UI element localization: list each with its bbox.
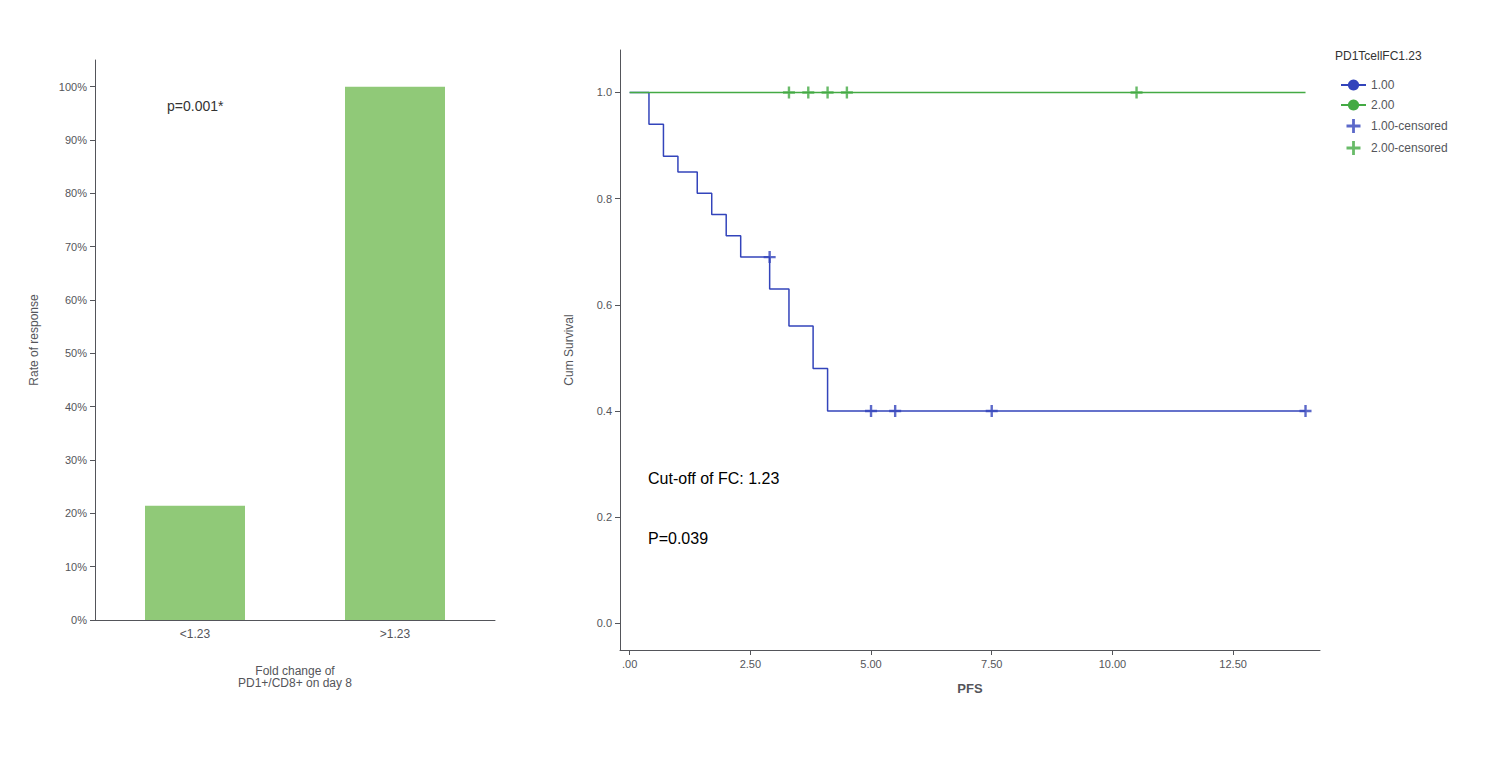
svg-text:Fold change of: Fold change of	[255, 664, 335, 678]
svg-text:50%: 50%	[65, 347, 87, 359]
svg-text:2.00-censored: 2.00-censored	[1371, 141, 1448, 155]
svg-text:0.2: 0.2	[597, 511, 612, 523]
svg-text:7.50: 7.50	[981, 658, 1002, 670]
svg-text:0.8: 0.8	[597, 193, 612, 205]
svg-text:0.6: 0.6	[597, 299, 612, 311]
svg-text:100%: 100%	[59, 81, 87, 93]
svg-text:1.00-censored: 1.00-censored	[1371, 119, 1448, 133]
svg-text:PFS: PFS	[957, 681, 983, 696]
svg-text:.00: .00	[622, 658, 637, 670]
svg-text:40%: 40%	[65, 401, 87, 413]
svg-text:p=0.001*: p=0.001*	[167, 98, 224, 114]
svg-text:70%: 70%	[65, 241, 87, 253]
svg-text:Rate of response: Rate of response	[27, 294, 41, 386]
svg-text:Cum Survival: Cum Survival	[562, 314, 576, 385]
svg-text:2.50: 2.50	[740, 658, 761, 670]
svg-text:0%: 0%	[71, 614, 87, 626]
svg-text:>1.23: >1.23	[380, 627, 411, 641]
svg-text:PD1TcellFC1.23: PD1TcellFC1.23	[1335, 49, 1422, 63]
svg-text:<1.23: <1.23	[180, 627, 211, 641]
svg-text:20%: 20%	[65, 507, 87, 519]
svg-text:12.50: 12.50	[1219, 658, 1247, 670]
svg-text:80%: 80%	[65, 187, 87, 199]
svg-text:PD1+/CD8+ on day 8: PD1+/CD8+ on day 8	[238, 676, 352, 690]
svg-text:0.0: 0.0	[597, 617, 612, 629]
svg-text:30%: 30%	[65, 454, 87, 466]
svg-text:10.00: 10.00	[1099, 658, 1127, 670]
svg-text:0.4: 0.4	[597, 405, 612, 417]
svg-text:10%: 10%	[65, 561, 87, 573]
svg-text:60%: 60%	[65, 294, 87, 306]
svg-text:90%: 90%	[65, 134, 87, 146]
svg-text:2.00: 2.00	[1371, 98, 1395, 112]
svg-text:Cut-off of FC: 1.23: Cut-off of FC: 1.23	[648, 470, 779, 487]
svg-text:5.00: 5.00	[860, 658, 881, 670]
svg-text:1.00: 1.00	[1371, 78, 1395, 92]
svg-text:1.0: 1.0	[597, 86, 612, 98]
svg-text:P=0.039: P=0.039	[648, 530, 708, 547]
